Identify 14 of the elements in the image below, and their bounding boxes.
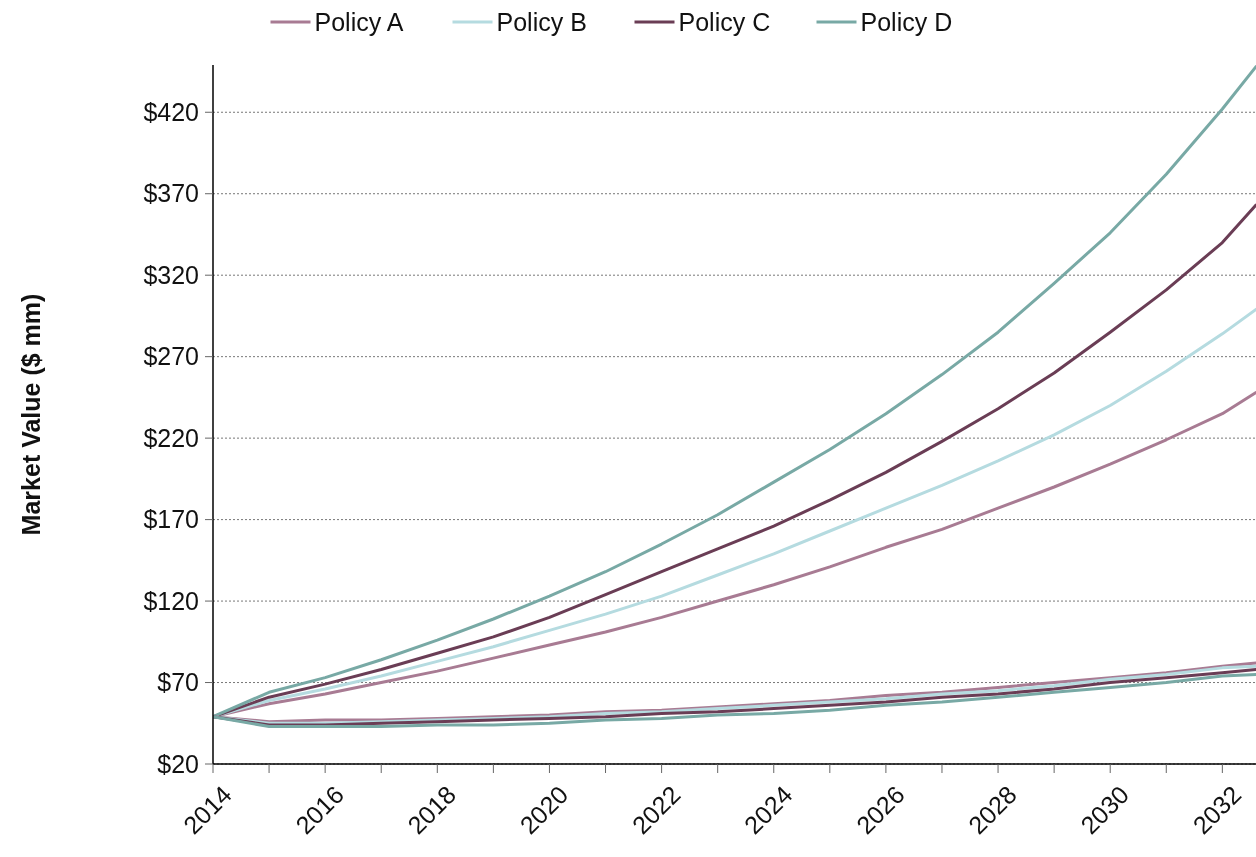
- y-tick-label: $220: [143, 423, 199, 452]
- y-tick-label: $170: [143, 505, 199, 534]
- y-tick-label: $120: [143, 586, 199, 615]
- y-tick-label: $370: [143, 179, 199, 208]
- y-tick-label: $270: [143, 342, 199, 371]
- legend-label: Policy C: [678, 7, 771, 36]
- legend-label: Policy B: [496, 7, 587, 36]
- legend-label: Policy D: [860, 7, 953, 36]
- y-tick-label: $420: [143, 98, 199, 126]
- y-tick-label: $20: [157, 749, 199, 778]
- y-tick-label: $70: [157, 668, 199, 697]
- y-axis-title: Market Value ($ mm): [17, 293, 45, 536]
- legend-label: Policy A: [314, 7, 404, 36]
- y-tick-label: $320: [143, 260, 199, 289]
